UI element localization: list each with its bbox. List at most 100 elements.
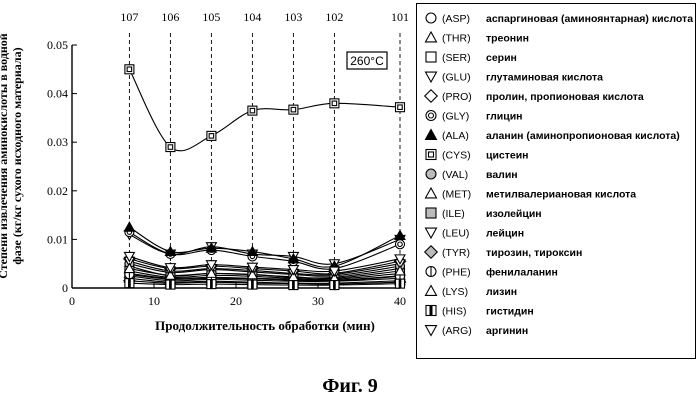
series-point-16-6 (394, 254, 406, 265)
sample-label-106: 106 (161, 10, 179, 24)
legend-marker-8 (425, 168, 437, 180)
sample-label-105: 105 (202, 10, 220, 24)
series-point-16-4 (287, 265, 300, 276)
legend-item-9: (MET) метилвалериановая кислота (424, 186, 636, 201)
legend-name-9: метилвалериановая кислота (486, 189, 636, 201)
sample-label-104: 104 (243, 10, 261, 24)
series-point-5-6 (394, 239, 406, 250)
legend-item-7: (CYS) цистеин (425, 148, 529, 162)
legend-code-0: (ASP) (442, 13, 470, 25)
x-tick-label: 20 (230, 294, 242, 308)
legend-name-7: цистеин (486, 150, 529, 162)
sample-label-103: 103 (284, 10, 302, 24)
legend-code-10: (ILE) (442, 208, 465, 220)
legend-marker-9 (424, 186, 438, 199)
legend-code-13: (PHE) (442, 267, 471, 279)
legend-marker-10 (425, 207, 437, 219)
legend-code-7: (CYS) (442, 150, 471, 162)
legend-code-14: (LYS) (442, 286, 468, 298)
y-tick-label: 0.05 (47, 38, 68, 52)
legend-name-1: треонин (486, 33, 529, 45)
series-point-16-5 (328, 266, 341, 278)
legend-marker-4 (423, 88, 439, 104)
series-point-6-1 (164, 245, 177, 257)
figure-caption: Фиг. 9 (322, 375, 378, 397)
legend-item-14: (LYS) лизин (424, 284, 517, 298)
temperature-annotation-text: 260°C (350, 54, 384, 68)
y-tick-label: 0.01 (47, 232, 68, 246)
sample-label-107: 107 (120, 10, 138, 24)
series-point-6-4 (287, 252, 300, 264)
series-point-7-0 (124, 64, 135, 75)
series-point-7-3 (247, 105, 258, 116)
legend-name-2: серин (486, 52, 517, 64)
legend-item-16: (ARG) аргинин (424, 325, 528, 337)
legend-frame (416, 3, 696, 359)
series-point-6-3 (246, 245, 259, 257)
legend-code-9: (MET) (442, 189, 471, 201)
legend-item-5: (GLY) глицин (425, 109, 523, 123)
legend-marker-6 (424, 128, 438, 140)
series-point-7-6 (394, 102, 406, 113)
temperature-annotation-box (346, 51, 388, 70)
series-point-16-0 (123, 251, 136, 263)
legend-code-3: (GLU) (442, 72, 471, 84)
legend-name-14: лизин (486, 286, 517, 298)
legend-name-3: глутаминовая кислота (486, 72, 603, 84)
legend-marker-12 (423, 244, 439, 260)
legend-code-11: (LEU) (442, 228, 469, 240)
series-point-15-3 (247, 279, 258, 290)
legend-name-6: аланин (аминопропионовая кислота) (486, 130, 680, 142)
legend-item-10: (ILE) изолейцин (425, 207, 542, 220)
legend-item-8: (VAL) валин (425, 168, 518, 181)
legend-code-8: (VAL) (442, 169, 468, 181)
legend-marker-0 (425, 12, 437, 24)
series-point-7-2 (206, 130, 217, 141)
legend-item-6: (ALA) аланин (аминопропионовая кислота) (424, 128, 680, 142)
series-point-15-6 (394, 278, 406, 289)
legend-item-12: (TYR) тирозин, тироксин (423, 244, 582, 260)
legend-marker-14 (424, 284, 438, 296)
legend-layer: (ASP) аспаргиновая (аминоянтарная) кислот… (423, 12, 693, 337)
legend-name-5: глицин (486, 111, 523, 123)
legend-code-12: (TYR) (442, 247, 470, 259)
legend-marker-7 (425, 148, 437, 161)
legend-marker-15 (425, 304, 437, 317)
series-point-16-3 (246, 262, 259, 274)
legend-code-15: (HIS) (442, 306, 467, 318)
legend-code-5: (GLY) (442, 111, 469, 123)
series-point-14-3 (246, 268, 259, 280)
series-layer (122, 64, 407, 291)
series-point-6-2 (205, 242, 218, 253)
x-tick-label: 40 (394, 294, 406, 308)
legend-marker-16 (424, 325, 438, 337)
legend-name-4: пролин, пропионовая кислота (486, 91, 644, 103)
legend-item-3: (GLU) глутаминовая кислота (424, 71, 603, 84)
y-axis-title-line-2: фазе (кг/кг сухого исходного материала) (10, 47, 24, 265)
series-point-7-1 (165, 142, 176, 153)
legend-code-16: (ARG) (442, 325, 472, 337)
legend-item-13: (PHE) фенилаланин (425, 265, 558, 279)
sample-label-101: 101 (391, 10, 409, 24)
legend-code-1: (THR) (442, 33, 471, 45)
series-point-7-4 (288, 104, 299, 115)
legend-marker-1 (424, 30, 438, 43)
y-tick-label: 0.04 (47, 87, 68, 101)
legend-marker-3 (424, 71, 438, 84)
series-point-15-0 (124, 278, 135, 289)
annotation-layer: 260°C (346, 51, 388, 70)
legend-name-12: тирозин, тироксин (486, 247, 582, 259)
sample-line-layer: 107 106 105 104 103 102 101 (120, 10, 409, 288)
legend-code-2: (SER) (442, 52, 471, 64)
legend-item-2: (SER) серин (425, 51, 517, 64)
axis-layer: 0 0.01 0.02 0.03 0.04 0.05 0 10 20 30 40 (47, 38, 406, 308)
series-point-14-0 (123, 262, 136, 274)
y-axis-title: Степени извлечения аминокислоты в водной… (0, 11, 24, 301)
series-point-15-4 (288, 280, 299, 291)
legend-name-10: изолейцин (486, 208, 542, 220)
series-point-14-6 (394, 264, 406, 276)
y-tick-label: 0.03 (47, 135, 68, 149)
x-tick-label: 10 (148, 294, 160, 308)
series-point-16-1 (164, 263, 177, 274)
y-tick-label: 0 (62, 281, 68, 295)
